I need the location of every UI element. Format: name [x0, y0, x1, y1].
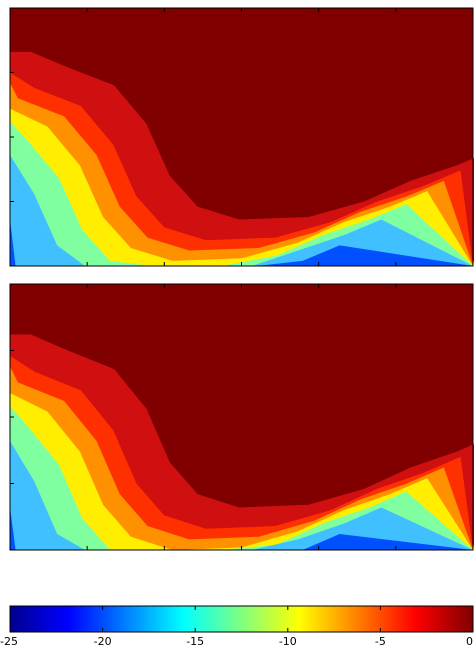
x-tick-label: -5	[375, 635, 386, 647]
map-panel	[9, 7, 474, 267]
x-tick-label: -10	[279, 635, 297, 647]
map-region	[10, 406, 473, 550]
x-tick-label: -25	[0, 635, 18, 647]
map-region	[10, 366, 473, 550]
colorbar	[9, 605, 474, 633]
x-tick-label: -20	[94, 635, 112, 647]
map-region	[10, 93, 473, 266]
x-tick-label: -15	[186, 635, 204, 647]
map-region	[10, 106, 473, 266]
x-tick-label: 0	[466, 635, 473, 647]
map-region	[10, 121, 473, 267]
map-panel	[9, 283, 474, 551]
map-region	[10, 377, 473, 550]
